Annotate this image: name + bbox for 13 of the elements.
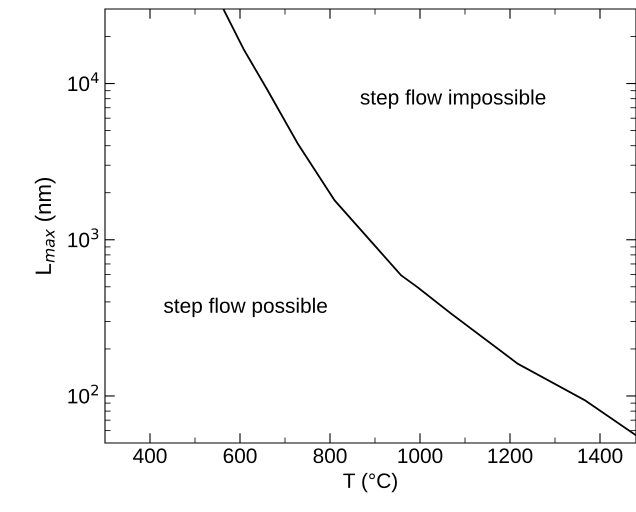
annotation: step flow possible <box>164 298 327 318</box>
x-tick-label: 1200 <box>488 448 532 464</box>
x-tick-label: 600 <box>224 448 257 464</box>
x-tick-label: 1400 <box>578 448 622 464</box>
y-tick-label: 10$^{3}$ <box>68 228 98 248</box>
x-tick-label: 800 <box>314 448 347 464</box>
y-tick-label: 10$^{4}$ <box>68 72 99 92</box>
x-tick-label: 400 <box>133 448 167 464</box>
y-tick-label: 10$^{2}$ <box>68 384 98 404</box>
annotation: step flow impossible <box>360 89 546 109</box>
x-tick-label: 1000 <box>398 448 442 464</box>
y-axis-title: L$_{max}$ (nm) <box>34 178 56 274</box>
x-axis-title: T (°C) <box>343 472 397 492</box>
